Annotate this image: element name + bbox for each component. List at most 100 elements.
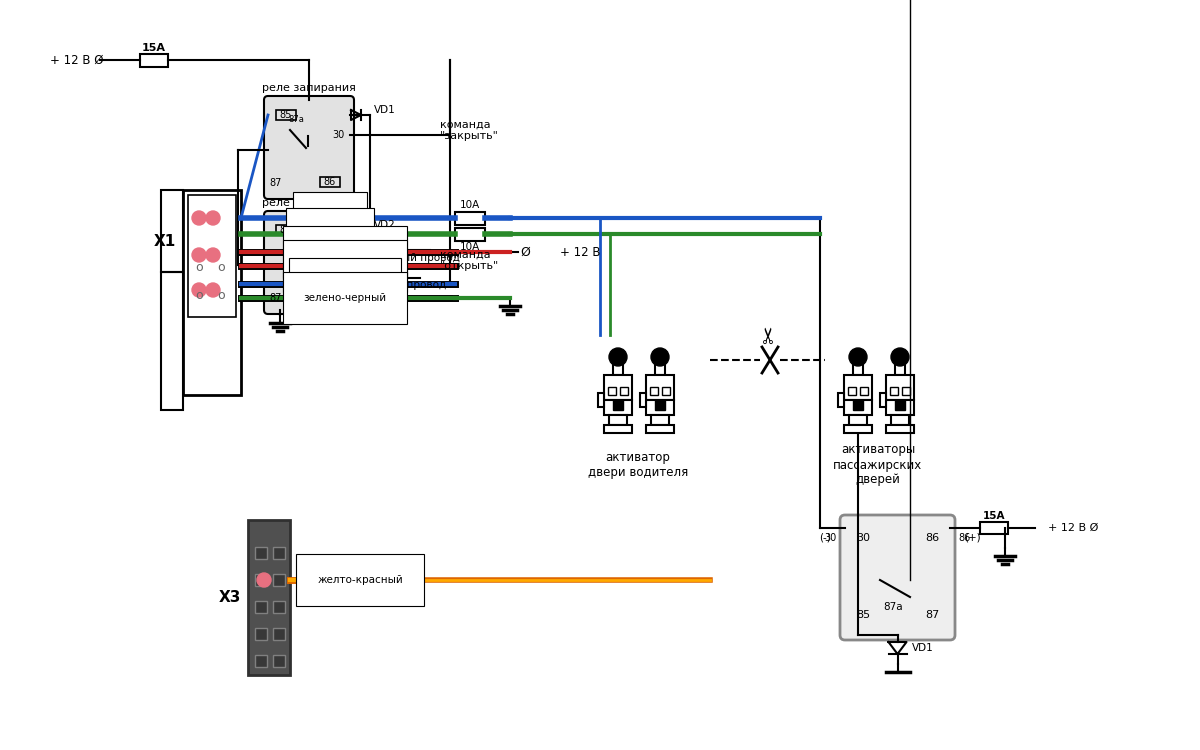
Text: VD1: VD1: [912, 643, 934, 653]
FancyBboxPatch shape: [264, 96, 354, 199]
Text: 15A: 15A: [142, 43, 166, 53]
Bar: [853, 357, 863, 375]
Text: реле запирания: реле запирания: [262, 83, 356, 93]
Bar: [274, 547, 286, 559]
Bar: [848, 387, 856, 395]
Bar: [860, 387, 868, 395]
Bar: [655, 357, 665, 375]
Bar: [598, 393, 604, 407]
Bar: [604, 425, 632, 433]
Bar: [980, 522, 1008, 534]
Bar: [613, 400, 623, 410]
Text: 30: 30: [332, 245, 344, 255]
Bar: [895, 400, 905, 410]
Text: 15А: 15А: [983, 511, 1006, 521]
Text: o: o: [217, 260, 224, 274]
Text: черно-красный: черно-красный: [304, 247, 386, 257]
Bar: [256, 655, 266, 667]
Circle shape: [650, 348, 670, 366]
Circle shape: [257, 573, 271, 587]
Circle shape: [890, 348, 910, 366]
Bar: [320, 177, 340, 187]
Bar: [850, 415, 866, 425]
Text: синий: синий: [313, 213, 347, 223]
Bar: [256, 574, 266, 586]
Text: команда
"закрыть": команда "закрыть": [440, 119, 499, 141]
Text: 86: 86: [958, 533, 971, 543]
Bar: [188, 195, 236, 317]
Text: 86: 86: [324, 177, 336, 187]
Text: 87a: 87a: [288, 230, 304, 239]
Bar: [655, 400, 665, 410]
Text: желто-красный: желто-красный: [317, 575, 403, 585]
Text: X3: X3: [218, 590, 241, 605]
Text: 86: 86: [324, 292, 336, 302]
Text: 87: 87: [270, 178, 282, 188]
Text: VD2: VD2: [374, 220, 396, 230]
Circle shape: [850, 348, 866, 366]
Text: ✂: ✂: [760, 326, 780, 344]
Text: 30: 30: [856, 533, 870, 543]
Bar: [890, 387, 898, 395]
FancyBboxPatch shape: [840, 515, 955, 640]
Text: 87: 87: [925, 610, 940, 620]
Text: реле отпирания: реле отпирания: [262, 198, 356, 208]
Text: X1: X1: [154, 234, 176, 249]
Text: + 12 В Ø: + 12 В Ø: [1048, 523, 1098, 533]
Circle shape: [192, 248, 206, 262]
Text: 87a: 87a: [288, 116, 304, 124]
Bar: [890, 415, 910, 425]
Circle shape: [192, 211, 206, 225]
Bar: [610, 415, 628, 425]
Bar: [895, 357, 905, 375]
Bar: [886, 375, 914, 400]
Bar: [880, 393, 886, 407]
Text: 85: 85: [280, 110, 292, 120]
Bar: [608, 387, 616, 395]
Text: 30: 30: [824, 533, 838, 543]
Bar: [455, 211, 485, 224]
Bar: [844, 375, 872, 400]
Bar: [274, 574, 286, 586]
Bar: [256, 601, 266, 613]
Bar: [276, 110, 296, 120]
Bar: [161, 190, 182, 272]
Bar: [248, 520, 290, 675]
Bar: [613, 357, 623, 375]
Circle shape: [192, 283, 206, 297]
Text: VD1: VD1: [374, 105, 396, 115]
Text: черно-красный: черно-красный: [304, 261, 386, 271]
Text: 87a: 87a: [883, 602, 902, 612]
Text: зелено-черный: зелено-черный: [304, 293, 386, 303]
Text: зеленый: зеленый: [306, 229, 354, 239]
Text: (+): (+): [964, 533, 980, 543]
FancyBboxPatch shape: [264, 211, 354, 314]
Text: o: o: [217, 289, 224, 302]
Circle shape: [206, 283, 220, 297]
Text: + 12 В Ø: + 12 В Ø: [50, 53, 103, 67]
Bar: [182, 190, 241, 395]
Bar: [455, 227, 485, 241]
Bar: [620, 387, 628, 395]
Bar: [140, 53, 168, 67]
Text: 10А: 10А: [460, 200, 480, 210]
Bar: [320, 292, 340, 302]
Bar: [844, 400, 872, 415]
Text: активаторы
пассажирских
дверей: активаторы пассажирских дверей: [833, 443, 923, 487]
Bar: [650, 387, 658, 395]
Circle shape: [610, 348, 628, 366]
Bar: [640, 393, 646, 407]
Text: + 12 В: + 12 В: [560, 245, 600, 259]
Bar: [838, 393, 844, 407]
Text: синий провод: синий провод: [370, 280, 446, 290]
Bar: [274, 655, 286, 667]
Bar: [256, 628, 266, 640]
Bar: [274, 601, 286, 613]
Text: 87: 87: [270, 293, 282, 303]
Text: активатор
двери водителя: активатор двери водителя: [588, 451, 688, 479]
Text: 30: 30: [332, 130, 344, 140]
Text: o: o: [196, 260, 203, 274]
Text: o: o: [196, 289, 203, 302]
Bar: [886, 400, 914, 415]
Bar: [604, 400, 632, 415]
